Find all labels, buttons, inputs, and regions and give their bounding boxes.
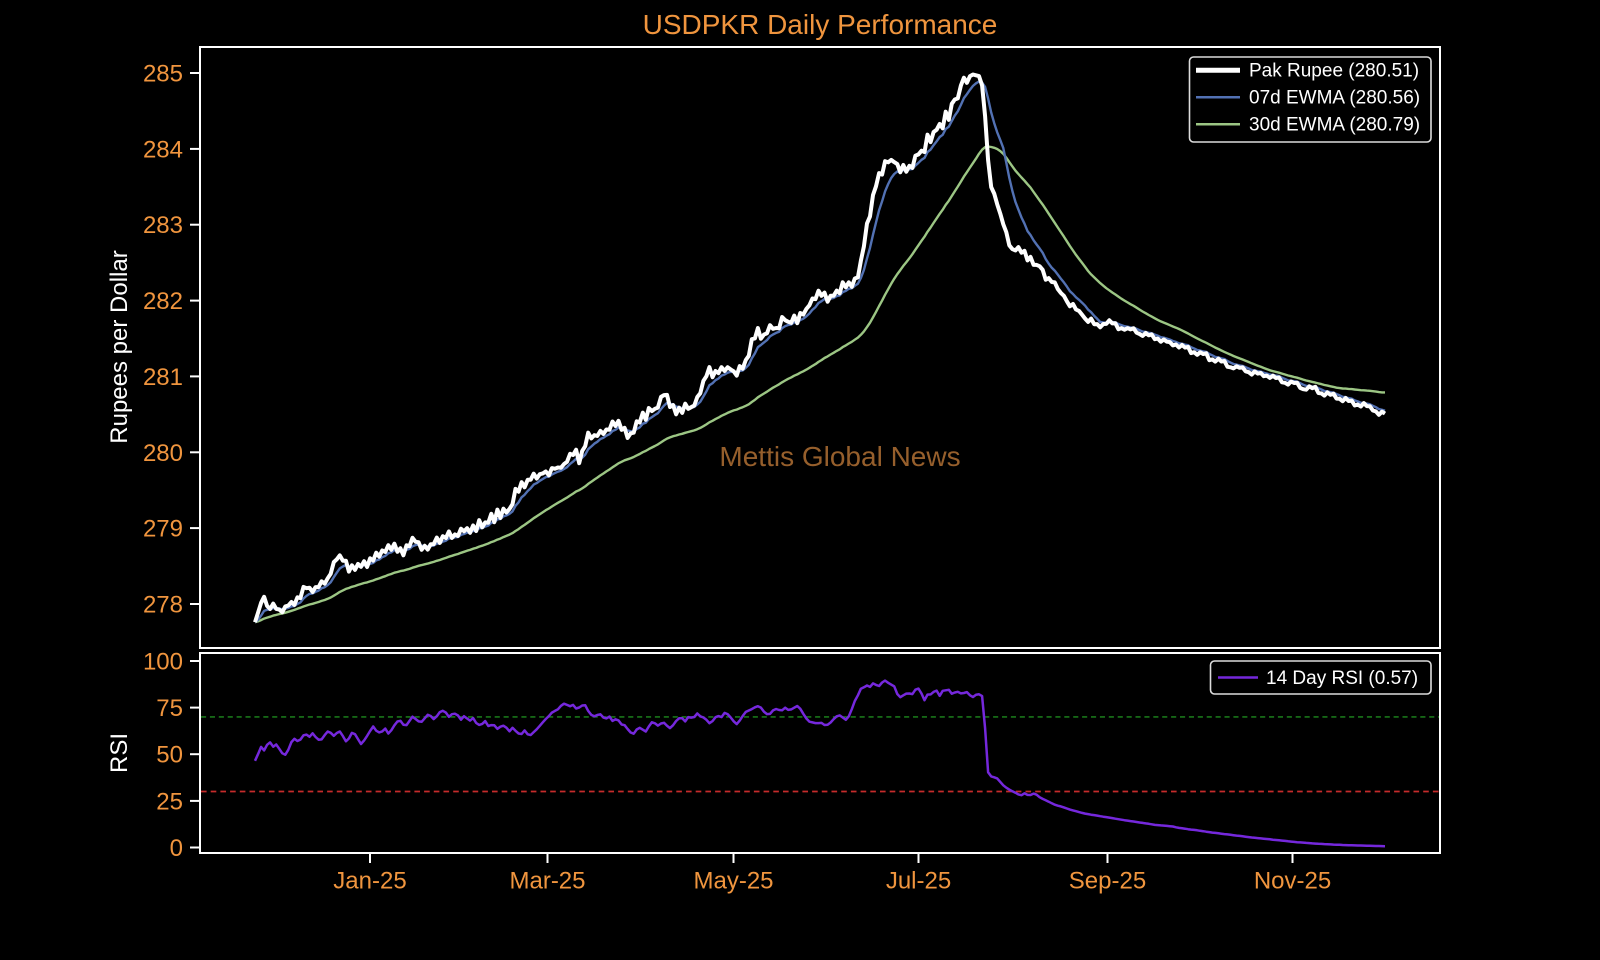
svg-text:Rupees per Dollar: Rupees per Dollar xyxy=(106,250,133,443)
svg-text:RSI: RSI xyxy=(106,733,133,773)
svg-text:07d EWMA (280.56): 07d EWMA (280.56) xyxy=(1249,88,1420,109)
svg-text:282: 282 xyxy=(143,288,183,315)
svg-text:Nov-25: Nov-25 xyxy=(1254,868,1331,895)
svg-text:50: 50 xyxy=(156,742,183,769)
svg-text:Mar-25: Mar-25 xyxy=(509,868,585,895)
svg-text:USDPKR Daily Performance: USDPKR Daily Performance xyxy=(643,9,998,40)
svg-text:14 Day RSI (0.57): 14 Day RSI (0.57) xyxy=(1266,668,1418,689)
svg-text:May-25: May-25 xyxy=(693,868,773,895)
svg-text:280: 280 xyxy=(143,440,183,467)
svg-text:284: 284 xyxy=(143,136,183,163)
svg-text:279: 279 xyxy=(143,516,183,543)
svg-text:285: 285 xyxy=(143,61,183,88)
svg-text:Pak Rupee (280.51): Pak Rupee (280.51) xyxy=(1249,61,1419,82)
svg-text:283: 283 xyxy=(143,212,183,239)
svg-text:Sep-25: Sep-25 xyxy=(1069,868,1146,895)
svg-text:75: 75 xyxy=(156,695,183,722)
svg-text:0: 0 xyxy=(170,835,183,862)
svg-text:25: 25 xyxy=(156,788,183,815)
svg-text:Mettis Global News: Mettis Global News xyxy=(719,441,960,472)
svg-text:100: 100 xyxy=(143,649,183,676)
svg-text:30d EWMA (280.79): 30d EWMA (280.79) xyxy=(1249,115,1420,136)
svg-text:278: 278 xyxy=(143,592,183,619)
svg-text:Jan-25: Jan-25 xyxy=(333,868,406,895)
svg-text:281: 281 xyxy=(143,364,183,391)
svg-text:Jul-25: Jul-25 xyxy=(886,868,951,895)
